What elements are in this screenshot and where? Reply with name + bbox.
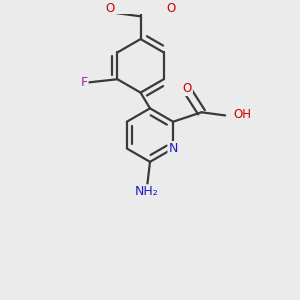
Text: OH: OH bbox=[233, 108, 251, 121]
Text: N: N bbox=[169, 142, 178, 155]
Text: F: F bbox=[80, 76, 88, 89]
Text: NH₂: NH₂ bbox=[135, 185, 159, 198]
Text: O: O bbox=[105, 2, 114, 15]
Text: O: O bbox=[167, 2, 176, 15]
Text: O: O bbox=[183, 82, 192, 95]
